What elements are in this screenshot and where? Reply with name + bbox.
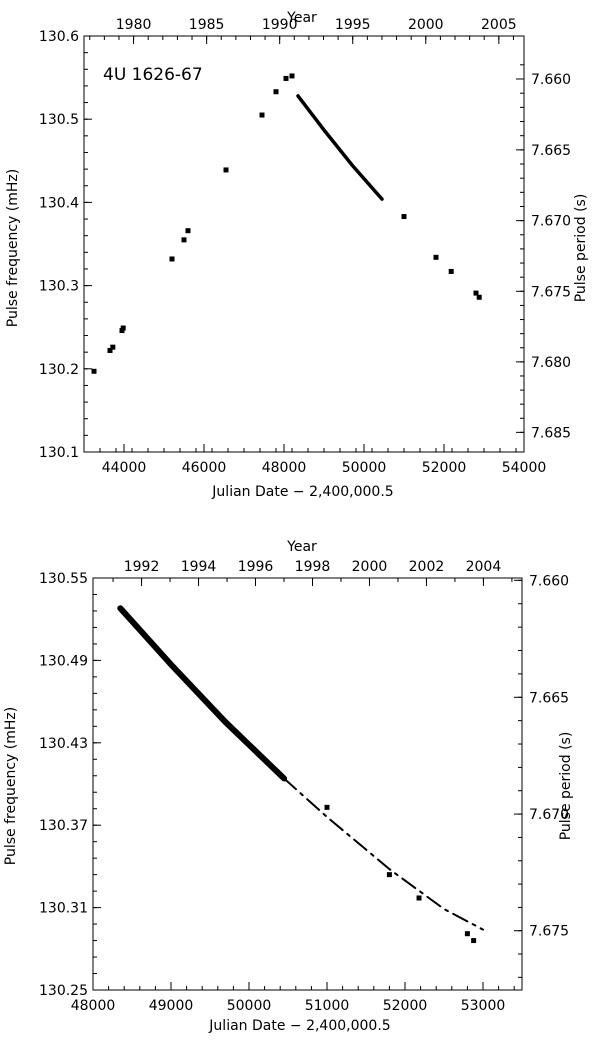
top-tick-label: 1985 xyxy=(189,17,225,33)
x-tick-label: 50000 xyxy=(227,998,272,1014)
right-tick-label: 7.660 xyxy=(531,72,571,88)
data-point xyxy=(476,294,482,300)
x-tick-label: 51000 xyxy=(305,998,350,1014)
top-tick-label: 2000 xyxy=(352,559,388,575)
top-tick-label: 1990 xyxy=(262,17,298,33)
top-tick-label: 1992 xyxy=(124,559,160,575)
top-tick-label: 1980 xyxy=(116,17,152,33)
right-axis-label: Pulse period (s) xyxy=(558,732,574,841)
data-point xyxy=(448,268,454,274)
x-tick-label: 52000 xyxy=(383,998,428,1014)
x-axis-label: Julian Date − 2,400,000.5 xyxy=(208,1018,390,1034)
data-point xyxy=(259,112,265,118)
y-axis-label: Pulse frequency (mHz) xyxy=(3,707,19,865)
top-tick-label: 2000 xyxy=(408,17,444,33)
x-axis-label: Julian Date − 2,400,000.5 xyxy=(211,484,393,500)
right-tick-label: 7.670 xyxy=(529,807,569,823)
y-tick-label: 130.2 xyxy=(39,362,79,378)
data-point xyxy=(181,237,187,243)
panel-bottom: Year Julian Date − 2,400,000.5 Pulse fre… xyxy=(3,539,574,1034)
y-tick-label: 130.49 xyxy=(39,653,88,669)
x-tick-label: 46000 xyxy=(182,460,227,476)
dashed-extrapolation xyxy=(283,777,484,931)
y-tick-label: 130.43 xyxy=(39,736,88,752)
right-tick-label: 7.670 xyxy=(531,214,571,230)
data-point xyxy=(324,804,330,810)
right-tick-label: 7.665 xyxy=(529,690,569,706)
spin-down-curve xyxy=(296,94,384,201)
y-tick-label: 130.37 xyxy=(39,818,88,834)
data-point xyxy=(471,938,477,944)
plot-frame xyxy=(83,35,525,453)
data-point xyxy=(416,895,422,901)
right-axis-label: Pulse period (s) xyxy=(573,194,589,303)
data-point xyxy=(91,368,97,374)
data-point xyxy=(464,931,470,937)
y-tick-label: 130.31 xyxy=(39,901,88,917)
data-point xyxy=(473,290,479,296)
y-tick-label: 130.1 xyxy=(39,445,79,461)
x-tick-label: 48000 xyxy=(262,460,307,476)
right-tick-label: 7.675 xyxy=(529,924,569,940)
data-point xyxy=(107,347,113,353)
plot-frame xyxy=(92,577,523,991)
x-tick-label: 53000 xyxy=(461,998,506,1014)
top-tick-label: 2005 xyxy=(481,17,517,33)
data-point xyxy=(386,872,392,878)
x-tick-label: 48000 xyxy=(71,998,116,1014)
top-tick-label: 1995 xyxy=(335,17,371,33)
top-tick-label: 1998 xyxy=(295,559,331,575)
data-point xyxy=(223,167,229,173)
data-point xyxy=(273,89,279,95)
data-point xyxy=(433,254,439,260)
y-tick-label: 130.25 xyxy=(39,983,88,999)
top-axis-label: Year xyxy=(286,10,317,26)
data-point xyxy=(185,228,191,234)
spin-down-curve xyxy=(117,605,288,782)
y-tick-label: 130.5 xyxy=(39,112,79,128)
data-point xyxy=(283,75,289,81)
y-axis-label: Pulse frequency (mHz) xyxy=(5,169,21,327)
data-point xyxy=(169,256,175,262)
panel-top: Year 4U 1626-67 Julian Date − 2,400,000.… xyxy=(5,10,589,500)
top-axis-label: Year xyxy=(286,539,317,555)
right-tick-label: 7.665 xyxy=(531,143,571,159)
x-tick-label: 54000 xyxy=(502,460,547,476)
x-tick-label: 44000 xyxy=(102,460,147,476)
y-tick-label: 130.55 xyxy=(39,571,88,587)
right-tick-label: 7.660 xyxy=(529,573,569,589)
data-point xyxy=(110,344,116,350)
right-tick-label: 7.680 xyxy=(531,355,571,371)
source-annotation: 4U 1626-67 xyxy=(103,65,203,85)
y-tick-label: 130.4 xyxy=(39,195,79,211)
x-tick-label: 52000 xyxy=(422,460,467,476)
data-point xyxy=(401,214,407,220)
y-tick-label: 130.3 xyxy=(39,279,79,295)
top-tick-label: 1996 xyxy=(238,559,274,575)
data-point xyxy=(120,325,126,331)
right-tick-label: 7.675 xyxy=(531,284,571,300)
x-tick-label: 49000 xyxy=(149,998,194,1014)
top-tick-label: 2004 xyxy=(466,559,502,575)
right-tick-label: 7.685 xyxy=(531,425,571,441)
y-tick-label: 130.6 xyxy=(39,29,79,45)
top-tick-label: 2002 xyxy=(409,559,445,575)
x-tick-label: 50000 xyxy=(342,460,387,476)
data-point xyxy=(289,73,295,79)
top-tick-label: 1994 xyxy=(181,559,217,575)
